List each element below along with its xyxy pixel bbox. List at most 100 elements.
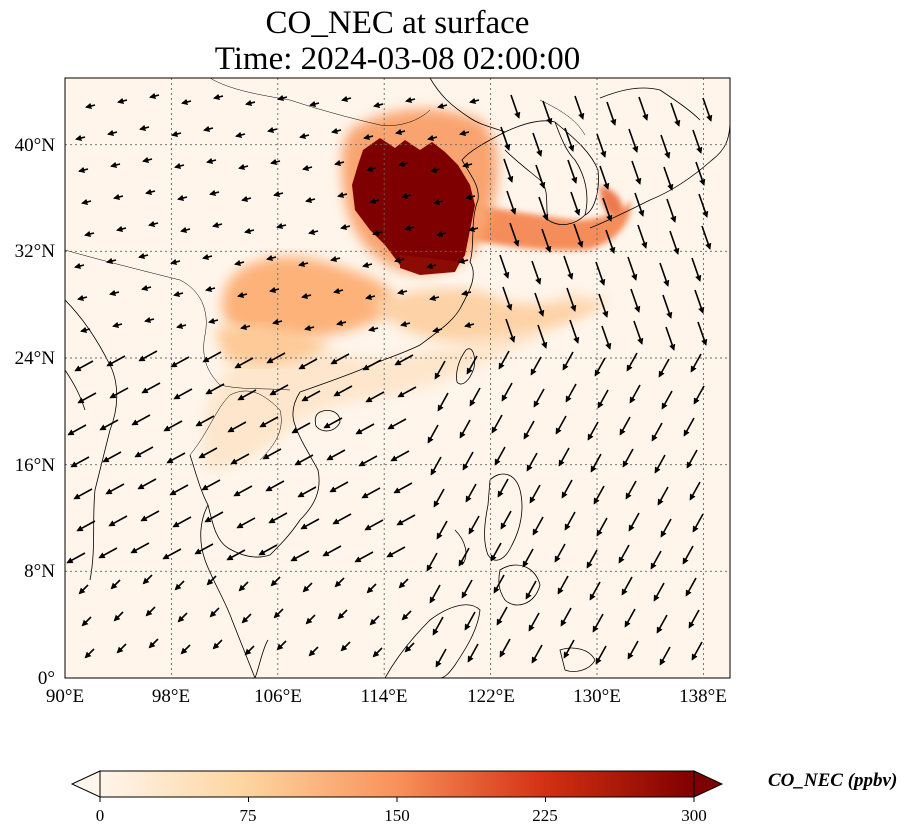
wind-arrow: [354, 551, 374, 563]
wind-arrow: [67, 424, 87, 436]
wind-arrow: [202, 351, 222, 363]
wind-arrow: [110, 579, 121, 590]
wind-arrow: [669, 230, 680, 255]
wind-arrow: [267, 126, 278, 134]
wind-arrow: [624, 608, 636, 628]
wind-arrow: [538, 196, 549, 221]
wind-arrow: [386, 546, 406, 558]
wind-arrow: [70, 456, 90, 468]
wind-arrow: [693, 385, 705, 405]
wind-arrow: [355, 423, 375, 435]
wind-arrow: [690, 353, 702, 373]
wind-arrow: [213, 93, 224, 101]
wind-arrow: [618, 544, 630, 564]
wind-arrow: [369, 197, 380, 205]
lat-tick-label: 16°N: [14, 455, 55, 476]
wind-arrow: [601, 325, 612, 350]
wind-arrow: [397, 288, 408, 296]
wind-arrow: [558, 447, 570, 467]
wind-arrow: [81, 198, 92, 206]
wind-arrow: [654, 454, 666, 474]
wind-arrow: [201, 479, 221, 491]
wind-arrow: [437, 392, 449, 412]
wind-arrow: [491, 414, 503, 434]
wind-arrow: [683, 417, 695, 437]
wind-arrow: [337, 191, 348, 199]
wind-arrow: [394, 354, 414, 366]
wind-arrow: [563, 639, 575, 659]
wind-arrow: [240, 323, 251, 331]
wind-arrow: [297, 486, 317, 498]
wind-arrow: [465, 193, 476, 201]
colorbar-tick-label: 225: [532, 806, 558, 825]
wind-arrow: [503, 158, 514, 183]
wind-arrow: [358, 455, 378, 467]
wind-arrow: [433, 488, 445, 508]
wind-arrow: [469, 387, 481, 407]
wind-arrow: [605, 229, 616, 254]
wind-arrow: [366, 583, 377, 594]
wind-arrow: [535, 164, 546, 189]
wind-arrow: [596, 133, 607, 158]
wind-arrow: [433, 198, 444, 206]
wind-arrow: [619, 416, 631, 436]
wind-arrow: [364, 519, 384, 531]
wind-arrow: [429, 294, 440, 302]
wind-arrow: [372, 647, 383, 658]
wind-arrow: [661, 390, 673, 410]
wind-arrow: [341, 95, 352, 103]
wind-arrow: [594, 357, 606, 377]
wind-arrow: [689, 481, 701, 501]
wind-arrow: [368, 325, 379, 333]
wind-arrow: [109, 387, 129, 399]
wind-arrow: [131, 414, 151, 426]
wind-arrow: [537, 324, 548, 349]
wind-arrow: [461, 579, 473, 599]
wind-arrow: [276, 222, 287, 230]
wind-arrow: [502, 286, 513, 311]
wind-arrow: [530, 356, 542, 376]
wind-arrow: [234, 259, 245, 267]
wind-arrow: [302, 582, 313, 593]
lon-tick-label: 98°E: [151, 686, 191, 707]
wind-arrow: [493, 574, 505, 594]
wind-arrow: [436, 230, 447, 238]
wind-arrow: [593, 485, 605, 505]
wind-arrow: [401, 192, 412, 200]
lon-tick-label: 90°E: [45, 686, 85, 707]
wind-arrow: [372, 229, 383, 237]
wind-arrow: [638, 96, 649, 121]
wind-arrow: [688, 609, 700, 629]
wind-arrow: [701, 225, 712, 250]
wind-arrow: [555, 415, 567, 435]
wind-arrow: [198, 447, 218, 459]
wind-arrow: [462, 161, 473, 169]
wind-arrow: [497, 478, 509, 498]
wind-arrow: [169, 484, 189, 496]
wind-arrow: [462, 451, 474, 471]
wind-arrow: [573, 223, 584, 248]
wind-arrow: [533, 388, 545, 408]
wind-arrow: [202, 253, 213, 261]
wind-arrow: [394, 256, 405, 264]
wind-arrow: [85, 102, 96, 110]
wind-arrow: [396, 514, 416, 526]
wind-arrow: [66, 552, 86, 564]
wind-arrow: [658, 358, 670, 378]
wind-arrow: [405, 96, 416, 104]
wind-arrow: [430, 456, 442, 476]
wind-arrow: [404, 224, 415, 232]
wind-arrow: [273, 190, 284, 198]
wind-arrow: [589, 581, 601, 601]
wind-arrow: [236, 517, 256, 529]
wind-arrow: [500, 126, 511, 151]
wind-arrow: [665, 326, 676, 351]
wind-arrow: [390, 450, 410, 462]
wind-arrow: [436, 520, 448, 540]
wind-arrow: [426, 262, 437, 270]
wind-arrow: [560, 607, 572, 627]
wind-arrow: [134, 446, 154, 458]
wind-arrow: [302, 164, 313, 172]
wind-arrow: [258, 544, 278, 556]
wind-arrow: [77, 294, 88, 302]
